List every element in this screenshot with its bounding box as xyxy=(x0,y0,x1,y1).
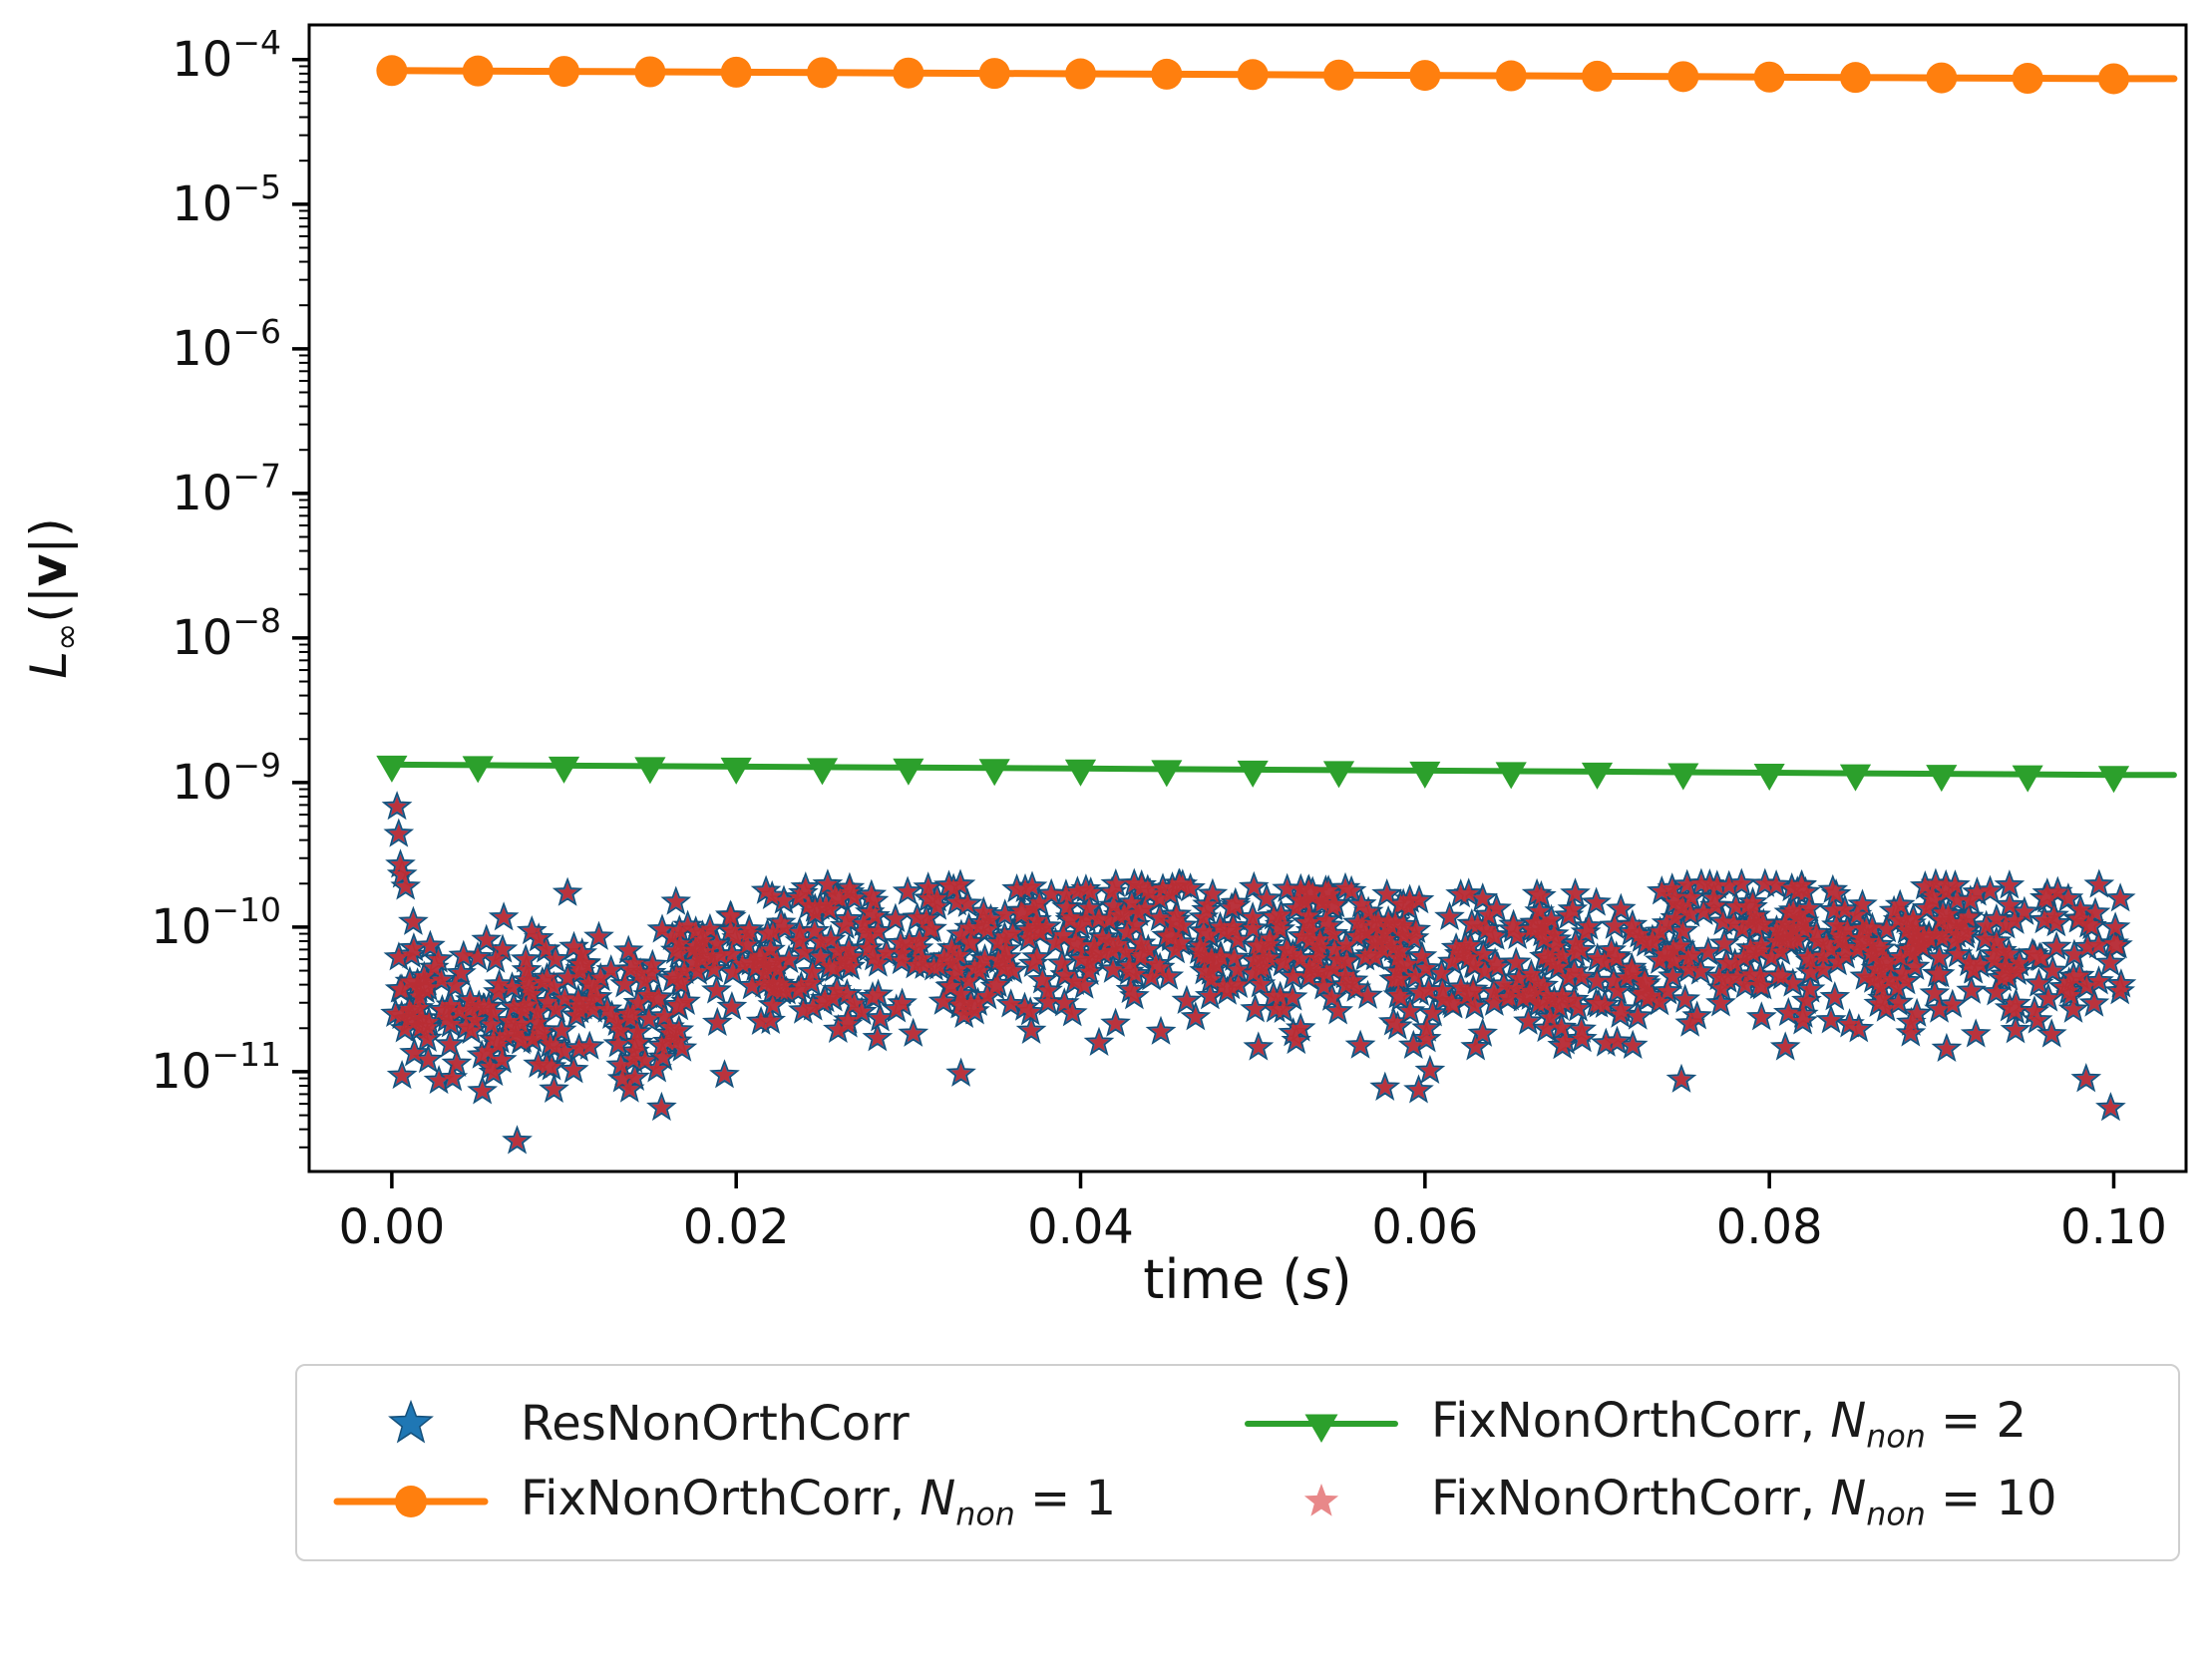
red-star-marker-icon xyxy=(1303,1484,1339,1516)
x-tick-label: 0.06 xyxy=(1371,1199,1478,1255)
legend-label-fixnonorthcorr-n10: FixNonOrthCorr, Nnon = 10 xyxy=(1431,1471,2057,1533)
series-layer xyxy=(376,55,2178,1155)
triangle-down-marker xyxy=(548,756,580,784)
circle-marker xyxy=(1753,61,1785,93)
y-tick-label: 10−10 xyxy=(151,890,281,955)
y-tick-label: 10−9 xyxy=(172,746,281,811)
x-tick-label: 0.10 xyxy=(2060,1199,2167,1255)
green-triangle-glyph xyxy=(1304,1414,1338,1443)
y-tick-label: 10−11 xyxy=(151,1035,281,1100)
triangle-down-marker xyxy=(806,758,839,786)
triangle-down-marker xyxy=(1409,761,1441,789)
legend-label-suffix: = 10 xyxy=(1925,1470,2057,1526)
legend-item-fixnonorthcorr-n1: FixNonOrthCorr, Nnon = 1 xyxy=(331,1470,1234,1533)
y-tick-label: 10−6 xyxy=(172,312,281,377)
legend-label-sub: non xyxy=(1866,1497,1926,1533)
circle-marker xyxy=(2012,63,2043,95)
legend-label-var: N xyxy=(1830,1470,1867,1526)
y-tick-label: 10−5 xyxy=(172,167,281,232)
triangle-down-marker xyxy=(634,757,666,785)
triangle-down-marker xyxy=(1237,760,1269,788)
triangle-down-marker xyxy=(2012,765,2043,793)
blue-star-marker-icon xyxy=(388,1399,434,1444)
legend-label-fixnonorthcorr-n2: FixNonOrthCorr, Nnon = 2 xyxy=(1431,1393,2027,1456)
circle-marker xyxy=(720,56,752,88)
circle-marker xyxy=(1667,61,1699,93)
y-tick-label: 10−4 xyxy=(172,23,281,88)
circle-marker xyxy=(1839,62,1871,94)
series-fixnonorthcorr-n1 xyxy=(376,55,2178,95)
x-tick-label: 0.02 xyxy=(683,1199,790,1255)
triangle-down-marker xyxy=(1926,765,1958,793)
triangle-down-marker xyxy=(978,759,1010,787)
legend-label-fixnonorthcorr-n1: FixNonOrthCorr, Nnon = 1 xyxy=(521,1471,1116,1533)
legend-item-fixnonorthcorr-n10: FixNonOrthCorr, Nnon = 10 xyxy=(1242,1470,2154,1533)
legend-label-sub: non xyxy=(1866,1419,1926,1456)
triangle-down-marker xyxy=(1151,760,1183,788)
y-tick-label: 10−8 xyxy=(172,601,281,666)
legend-label-resnonorthcorr: ResNonOrthCorr xyxy=(521,1396,910,1452)
legend-label-prefix: FixNonOrthCorr, xyxy=(1431,1470,1831,1526)
x-tick-label: 0.00 xyxy=(338,1199,445,1255)
circle-marker xyxy=(893,57,924,89)
legend-item-resnonorthcorr: ResNonOrthCorr xyxy=(331,1392,1234,1456)
circle-marker xyxy=(1409,60,1441,92)
x-axis-label: time (s) xyxy=(1143,1248,1351,1311)
green-triangle-line-marker-icon xyxy=(1245,1414,1398,1443)
triangle-down-marker xyxy=(1839,764,1872,792)
triangle-down-marker xyxy=(462,756,494,784)
circle-marker xyxy=(807,57,839,89)
series-fixnonorthcorr-n1-line xyxy=(388,67,2178,83)
legend-label-sub: non xyxy=(955,1497,1015,1533)
orange-circle-glyph xyxy=(395,1486,427,1517)
legend-label-text: ResNonOrthCorr xyxy=(521,1396,910,1452)
triangle-down-marker xyxy=(1667,763,1699,791)
triangle-down-marker xyxy=(893,758,924,786)
axes xyxy=(292,23,2188,1188)
x-tick-label: 0.08 xyxy=(1716,1199,1823,1255)
circle-marker xyxy=(1237,59,1269,91)
red-star-glyph xyxy=(1303,1484,1339,1516)
circle-marker xyxy=(376,55,408,87)
legend-label-prefix: FixNonOrthCorr, xyxy=(1431,1392,1831,1449)
legend-label-var: N xyxy=(1830,1392,1867,1449)
triangle-down-marker xyxy=(1322,761,1355,789)
circle-marker xyxy=(1582,60,1614,92)
circle-marker xyxy=(2097,63,2129,95)
triangle-down-marker xyxy=(720,757,752,785)
circle-marker xyxy=(1323,59,1355,91)
axis-labels: 10−4 10−5 10−6 10−7 10−8 10−9 10−10 10−11 0.00 0.… xyxy=(20,23,2167,1311)
circle-marker xyxy=(1495,60,1527,92)
circle-marker xyxy=(1151,58,1183,90)
plot-frame xyxy=(307,23,2188,1173)
x-tick-label: 0.04 xyxy=(1027,1199,1134,1255)
series-fixnonorthcorr-n2-line xyxy=(388,761,2177,779)
y-tick-label: 10−7 xyxy=(172,457,281,521)
legend-label-prefix: FixNonOrthCorr, xyxy=(521,1470,921,1526)
circle-marker xyxy=(549,56,580,88)
triangle-down-marker xyxy=(1753,764,1785,791)
legend-item-fixnonorthcorr-n2: FixNonOrthCorr, Nnon = 2 xyxy=(1242,1392,2154,1456)
legend-label-var: N xyxy=(920,1470,956,1526)
triangle-down-marker xyxy=(1064,759,1097,787)
triangle-down-marker xyxy=(1495,762,1527,790)
triangle-down-marker xyxy=(1581,762,1614,790)
triangle-down-marker xyxy=(376,755,408,783)
circle-marker xyxy=(1065,58,1097,90)
circle-marker xyxy=(462,55,494,87)
triangle-down-marker xyxy=(2097,766,2130,794)
series-fixnonorthcorr-n2 xyxy=(376,755,2177,794)
orange-circle-line-marker-icon xyxy=(333,1486,489,1517)
circle-marker xyxy=(1926,62,1958,94)
line-scatter-chart: 10−4 10−5 10−6 10−7 10−8 10−9 10−10 10−11 0.00 0.… xyxy=(20,23,2188,1311)
blue-star-glyph xyxy=(388,1399,434,1444)
series-fixnonorthcorr-n10-stars xyxy=(385,796,2131,1150)
legend-label-suffix: = 2 xyxy=(1925,1392,2028,1449)
circle-marker xyxy=(634,56,666,88)
legend: ResNonOrthCorr FixNonOrthCorr, Nnon = 2 … xyxy=(295,1364,2180,1561)
y-axis-label: L∞(|v|) xyxy=(20,517,87,679)
circle-marker xyxy=(978,58,1010,90)
legend-label-suffix: = 1 xyxy=(1014,1470,1117,1526)
